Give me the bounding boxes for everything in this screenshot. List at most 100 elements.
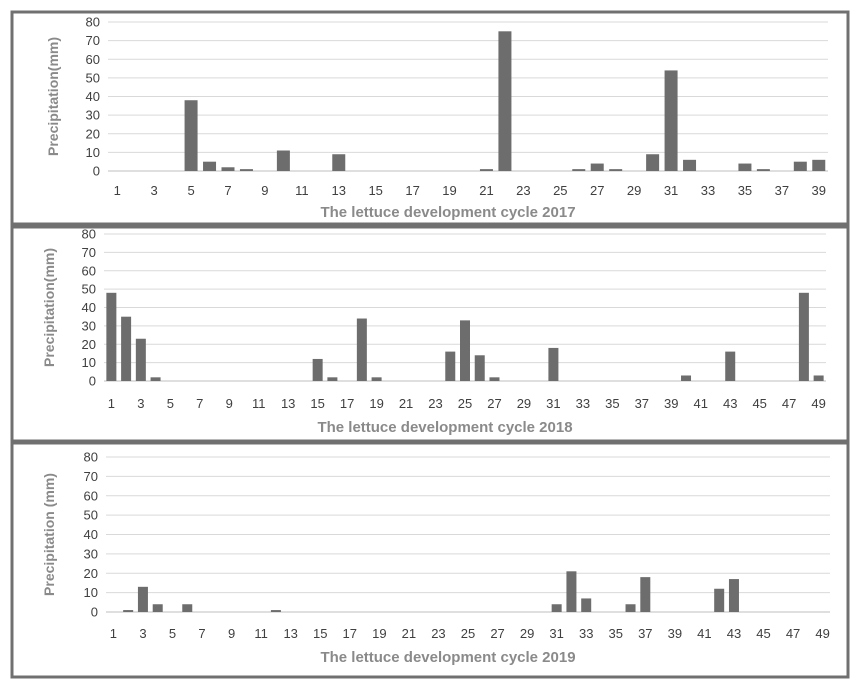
bar (182, 604, 193, 612)
x-tick-label: 27 (487, 396, 501, 411)
bar (152, 604, 163, 612)
bar (239, 169, 253, 171)
bar (793, 161, 807, 171)
x-tick-label: 33 (579, 626, 593, 641)
x-tick-label: 17 (343, 626, 357, 641)
x-tick-label: 35 (605, 396, 619, 411)
x-tick-label: 5 (187, 183, 194, 198)
y-tick-label: 30 (86, 108, 100, 123)
y-tick-label: 40 (84, 527, 98, 542)
bar (813, 375, 824, 381)
x-tick-label: 43 (727, 626, 741, 641)
y-tick-label: 0 (89, 374, 96, 389)
bar (572, 169, 586, 171)
bar (123, 610, 134, 612)
bar (445, 351, 456, 381)
y-tick-label: 80 (84, 450, 98, 465)
bar (106, 292, 117, 381)
x-tick-label: 9 (226, 396, 233, 411)
x-tick-label: 33 (701, 183, 715, 198)
x-tick-label: 13 (332, 183, 346, 198)
y-axis-label: Precipitation(mm) (45, 37, 61, 156)
y-tick-label: 40 (86, 89, 100, 104)
x-tick-label: 33 (576, 396, 590, 411)
bar (725, 351, 736, 381)
y-tick-label: 30 (84, 546, 98, 561)
bar (327, 377, 338, 381)
bar (135, 338, 146, 381)
x-tick-label: 29 (627, 183, 641, 198)
x-tick-label: 27 (490, 626, 504, 641)
x-tick-label: 15 (368, 183, 382, 198)
y-tick-label: 70 (82, 245, 96, 260)
bar (728, 579, 739, 612)
x-tick-label: 23 (431, 626, 445, 641)
bar (332, 154, 346, 171)
bar (479, 169, 493, 171)
x-tick-label: 1 (108, 396, 115, 411)
y-tick-label: 20 (86, 126, 100, 141)
x-tick-label: 11 (254, 626, 268, 641)
x-tick-label: 1 (110, 626, 117, 641)
bar (738, 163, 752, 171)
bar (270, 610, 281, 612)
x-tick-label: 29 (520, 626, 534, 641)
x-axis-label: The lettuce development cycle 2017 (320, 204, 575, 221)
x-tick-label: 19 (442, 183, 456, 198)
bar (646, 154, 660, 171)
bar (581, 598, 592, 612)
x-tick-label: 45 (752, 396, 766, 411)
y-tick-label: 60 (86, 52, 100, 67)
bar (756, 169, 770, 171)
panel-frame (10, 225, 850, 443)
bar (548, 347, 559, 381)
bar (489, 377, 500, 381)
x-tick-label: 37 (775, 183, 789, 198)
y-tick-label: 10 (84, 585, 98, 600)
y-tick-label: 30 (82, 318, 96, 333)
bar (551, 604, 562, 612)
x-tick-label: 19 (372, 626, 386, 641)
x-tick-label: 25 (553, 183, 567, 198)
x-tick-label: 37 (638, 626, 652, 641)
bar (798, 292, 809, 381)
y-tick-label: 20 (84, 566, 98, 581)
x-tick-label: 35 (609, 626, 623, 641)
x-tick-label: 49 (811, 396, 825, 411)
bar (203, 161, 217, 171)
x-axis-label: The lettuce development cycle 2018 (317, 419, 572, 436)
bar (312, 358, 323, 381)
x-tick-label: 43 (723, 396, 737, 411)
bar (460, 320, 470, 381)
x-tick-label: 1 (114, 183, 121, 198)
x-tick-label: 39 (668, 626, 682, 641)
bar (184, 100, 198, 171)
bar (474, 355, 485, 381)
x-tick-label: 35 (738, 183, 752, 198)
y-axis-label: Precipitation (mm) (41, 473, 57, 596)
x-tick-label: 41 (694, 396, 708, 411)
y-tick-label: 70 (84, 469, 98, 484)
x-tick-label: 47 (786, 626, 800, 641)
bar (121, 316, 132, 381)
x-tick-label: 25 (461, 626, 475, 641)
x-tick-label: 19 (369, 396, 383, 411)
bar (609, 169, 623, 171)
x-tick-label: 9 (261, 183, 268, 198)
y-tick-label: 0 (93, 164, 100, 179)
bar (664, 70, 678, 171)
panel-frame (10, 10, 850, 226)
x-tick-label: 11 (252, 396, 266, 411)
bar (590, 163, 604, 171)
x-tick-label: 45 (756, 626, 770, 641)
x-tick-label: 15 (313, 626, 327, 641)
x-tick-label: 13 (281, 396, 295, 411)
bar (566, 571, 577, 612)
bar (371, 377, 382, 381)
x-tick-label: 3 (151, 183, 158, 198)
x-tick-label: 3 (137, 396, 144, 411)
y-tick-label: 0 (91, 605, 98, 620)
